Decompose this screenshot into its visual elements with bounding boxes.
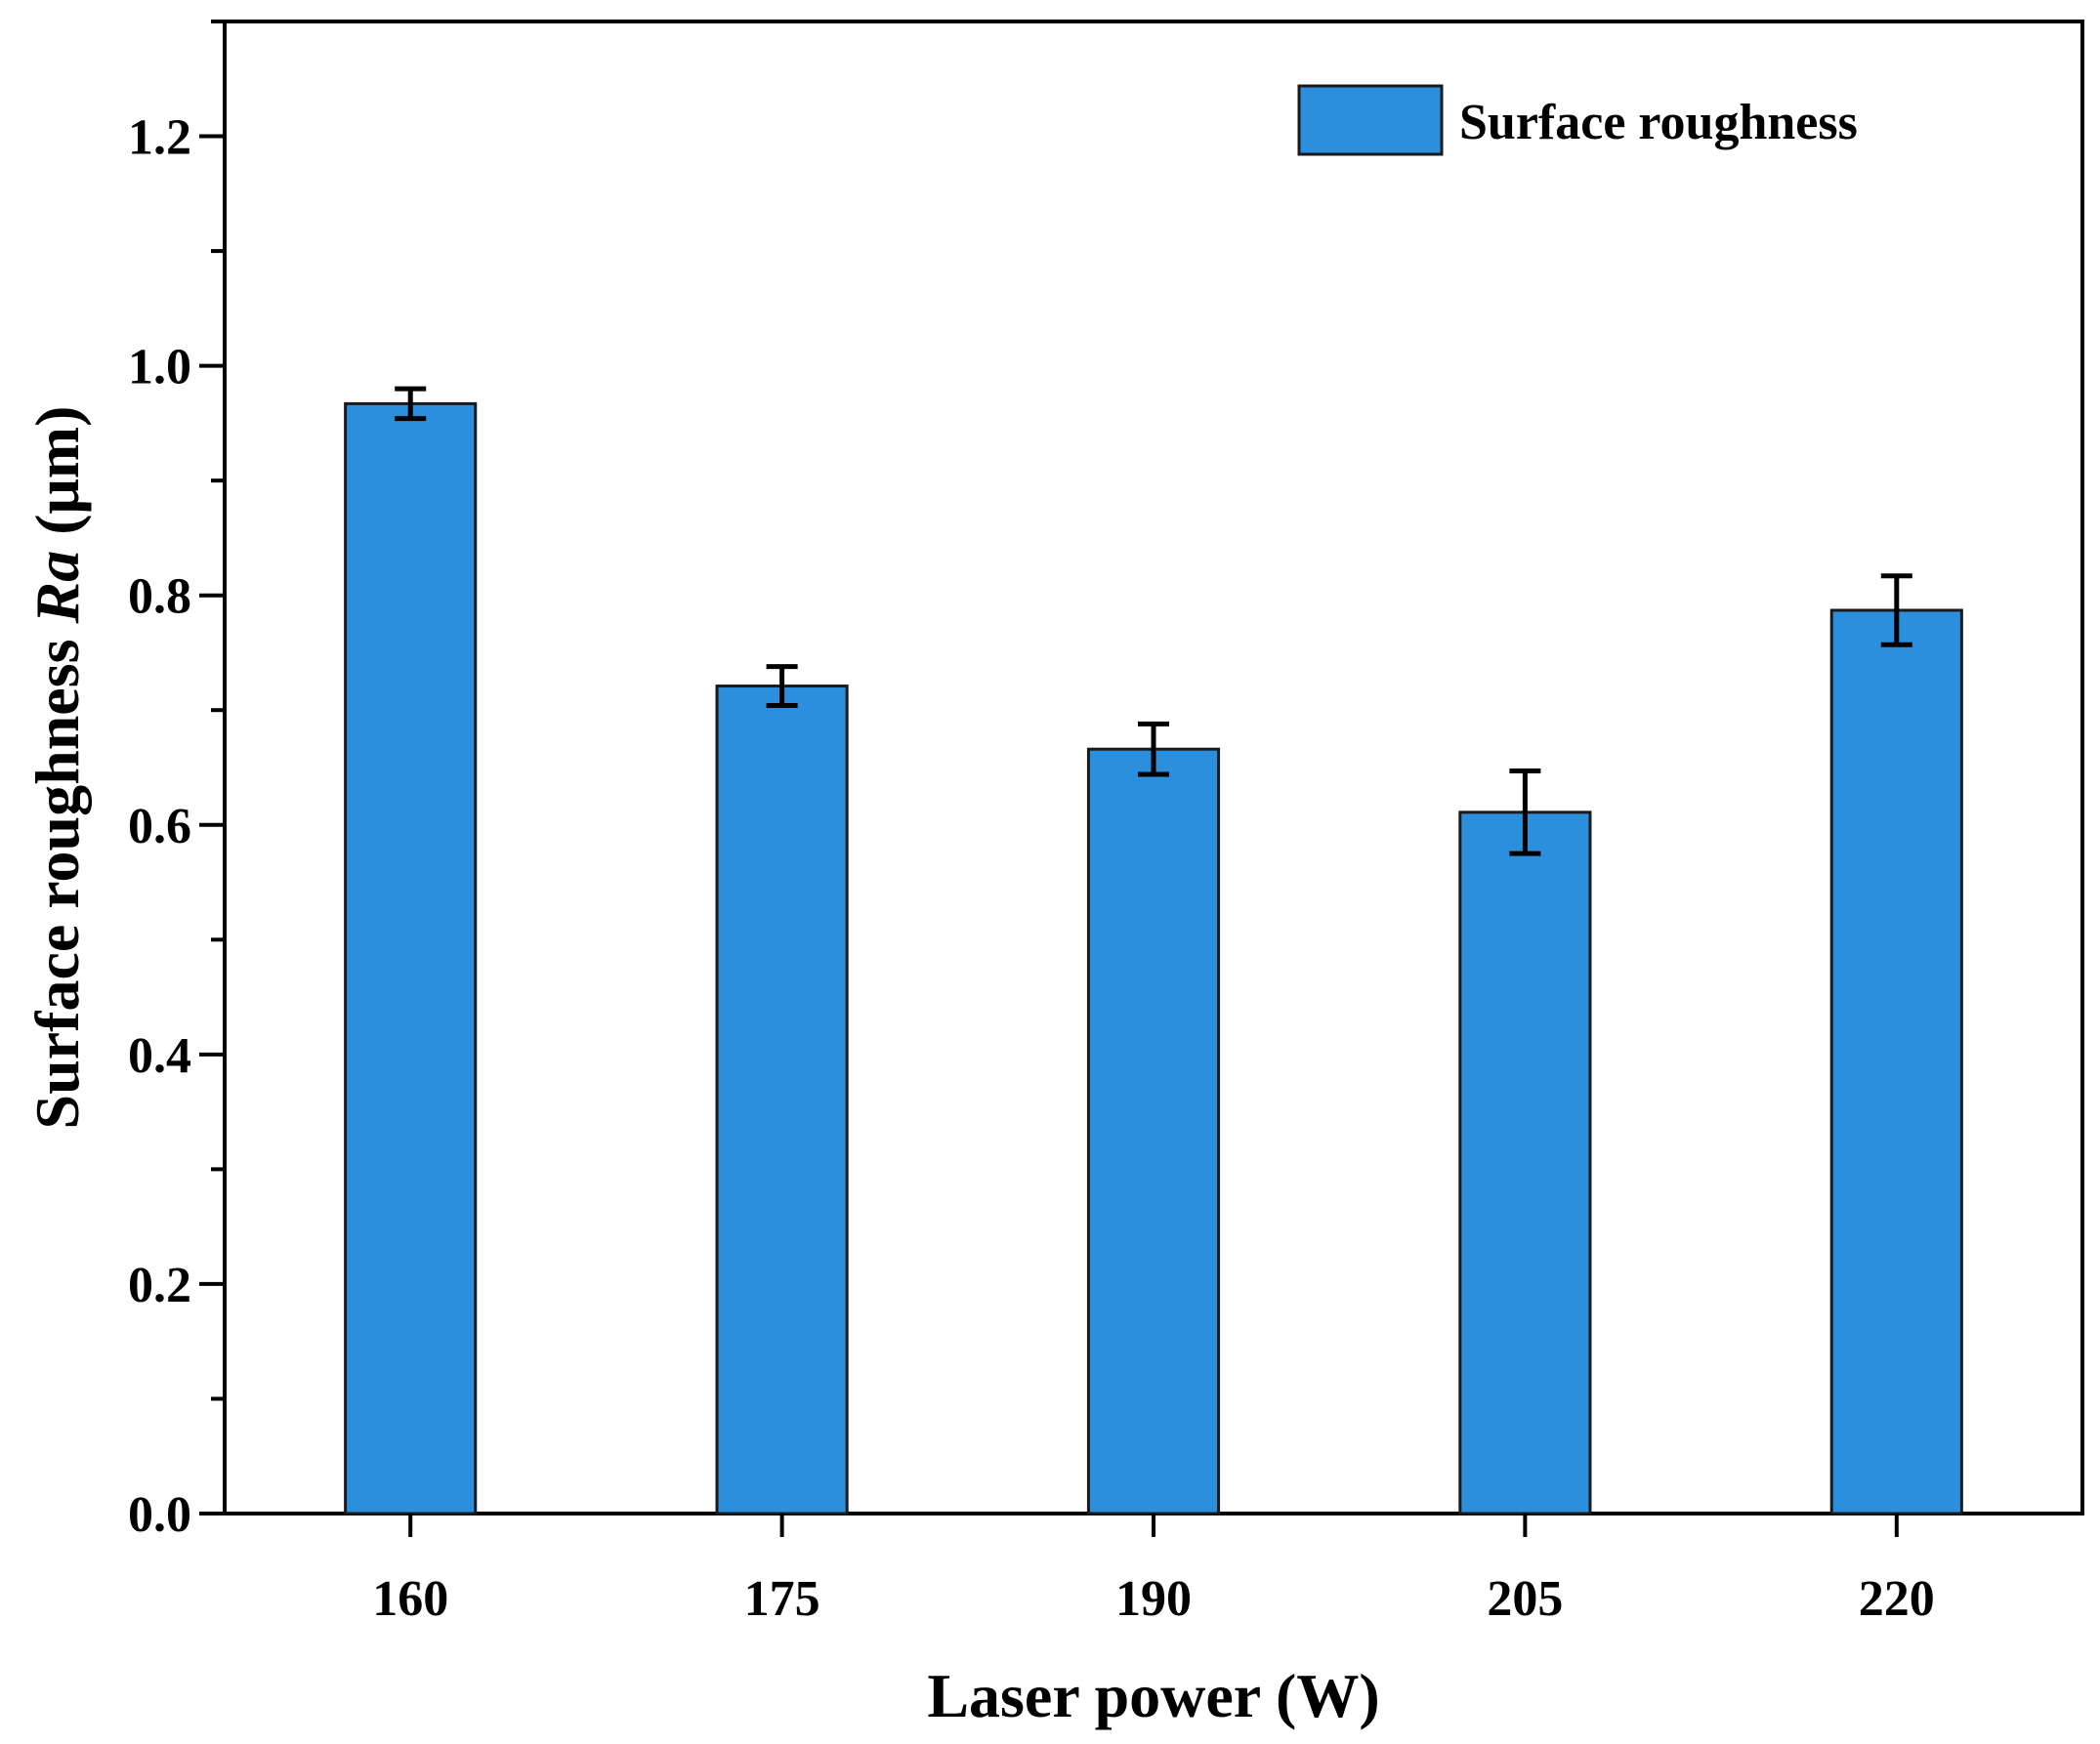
x-tick-label: 190 xyxy=(1115,1571,1192,1627)
y-tick-label: 0.2 xyxy=(128,1258,191,1313)
legend-label: Surface roughness xyxy=(1459,95,1858,150)
y-axis-title-unit: (μm) xyxy=(22,406,92,551)
x-axis-title: Laser power (W) xyxy=(927,1661,1379,1730)
y-tick-label: 0.4 xyxy=(128,1028,191,1084)
bar xyxy=(715,685,849,1516)
y-axis: 0.0 0.2 0.4 0.6 0.8 1.0 1.2 xyxy=(128,20,225,1543)
y-tick-label: 0.6 xyxy=(128,799,191,854)
y-axis-title-italic: Ra xyxy=(22,551,92,625)
bar xyxy=(1458,810,1592,1516)
bar xyxy=(1829,608,1963,1516)
bars xyxy=(344,401,1963,1516)
x-tick-label: 160 xyxy=(372,1571,448,1627)
y-tick-label: 0.0 xyxy=(128,1487,191,1543)
x-tick-label: 175 xyxy=(744,1571,820,1627)
x-tick-label: 220 xyxy=(1859,1571,1935,1627)
legend: Surface roughness xyxy=(1297,84,1858,156)
x-tick-label: 205 xyxy=(1487,1571,1563,1627)
y-tick-label: 1.2 xyxy=(128,110,191,166)
bar xyxy=(1086,747,1221,1516)
y-axis-title: Surface roughness Ra (μm) xyxy=(22,406,92,1130)
y-tick-label: 1.0 xyxy=(128,340,191,395)
error-bars xyxy=(395,386,1912,856)
legend-swatch xyxy=(1297,84,1444,156)
y-tick-label: 0.8 xyxy=(128,569,191,625)
x-axis: 160 175 190 205 220 xyxy=(372,1514,1935,1627)
bar xyxy=(344,401,478,1516)
y-axis-title-main: Surface roughness xyxy=(22,623,92,1129)
